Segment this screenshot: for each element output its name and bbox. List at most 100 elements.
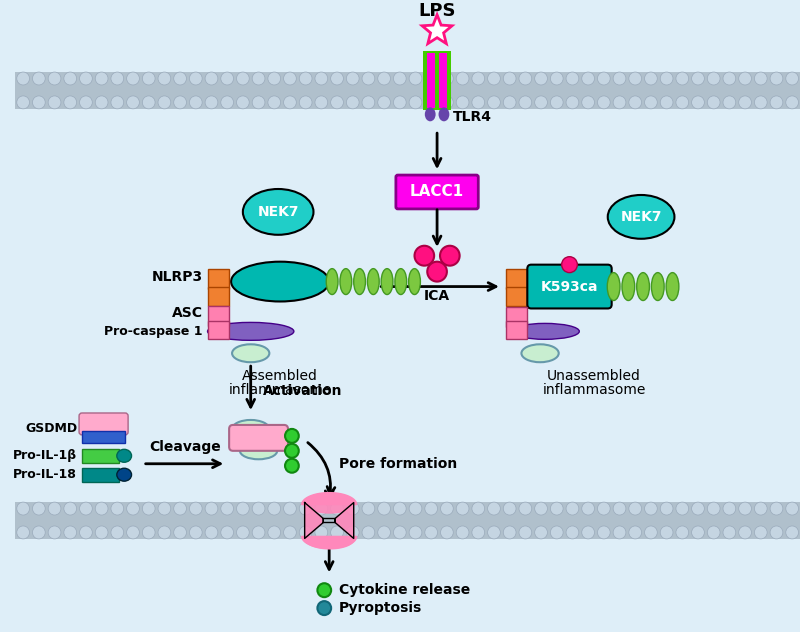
Circle shape [33, 502, 46, 515]
Circle shape [519, 526, 532, 539]
Circle shape [566, 96, 579, 109]
Circle shape [550, 96, 563, 109]
FancyBboxPatch shape [527, 265, 612, 308]
Ellipse shape [367, 269, 379, 295]
Circle shape [487, 72, 500, 85]
Circle shape [378, 526, 390, 539]
Circle shape [613, 72, 626, 85]
Circle shape [613, 502, 626, 515]
Circle shape [598, 96, 610, 109]
Circle shape [190, 526, 202, 539]
Text: Cytokine release: Cytokine release [339, 583, 470, 597]
Circle shape [299, 526, 312, 539]
Circle shape [645, 526, 658, 539]
Circle shape [441, 502, 454, 515]
Circle shape [283, 72, 296, 85]
Circle shape [738, 526, 751, 539]
Bar [439, 52, 447, 108]
Ellipse shape [117, 449, 131, 462]
Text: ASC: ASC [172, 307, 202, 320]
Circle shape [754, 96, 767, 109]
Circle shape [676, 502, 689, 515]
Circle shape [252, 502, 265, 515]
Circle shape [472, 526, 485, 539]
Polygon shape [335, 502, 354, 538]
Ellipse shape [232, 344, 270, 362]
Circle shape [409, 72, 422, 85]
Circle shape [142, 72, 155, 85]
Circle shape [692, 96, 704, 109]
FancyBboxPatch shape [506, 286, 527, 307]
Circle shape [707, 526, 720, 539]
Circle shape [237, 96, 250, 109]
Circle shape [33, 526, 46, 539]
Ellipse shape [231, 262, 329, 301]
Circle shape [221, 526, 234, 539]
Ellipse shape [510, 324, 579, 339]
Circle shape [660, 526, 673, 539]
Circle shape [707, 72, 720, 85]
Circle shape [707, 502, 720, 515]
Text: TLR4: TLR4 [453, 111, 492, 125]
Circle shape [562, 257, 578, 272]
Text: Unassembled: Unassembled [547, 369, 641, 383]
Circle shape [362, 502, 374, 515]
Polygon shape [302, 492, 357, 504]
Circle shape [598, 502, 610, 515]
FancyBboxPatch shape [506, 269, 527, 289]
Circle shape [318, 601, 331, 615]
Circle shape [472, 96, 485, 109]
Ellipse shape [243, 189, 314, 235]
Text: Activation: Activation [262, 384, 342, 398]
Circle shape [441, 96, 454, 109]
Circle shape [48, 526, 61, 539]
Ellipse shape [637, 272, 650, 300]
Bar [82, 431, 125, 443]
Circle shape [362, 526, 374, 539]
Circle shape [126, 96, 139, 109]
Text: K593ca: K593ca [541, 279, 598, 293]
Circle shape [299, 96, 312, 109]
Circle shape [754, 502, 767, 515]
Circle shape [237, 72, 250, 85]
Circle shape [409, 526, 422, 539]
Circle shape [330, 502, 343, 515]
Circle shape [285, 429, 298, 443]
Circle shape [487, 502, 500, 515]
Circle shape [126, 502, 139, 515]
Circle shape [645, 502, 658, 515]
Circle shape [660, 72, 673, 85]
Ellipse shape [622, 272, 634, 300]
Text: ICA: ICA [424, 289, 450, 303]
Text: inflammasome: inflammasome [229, 383, 332, 397]
Circle shape [158, 96, 170, 109]
Circle shape [174, 96, 186, 109]
Circle shape [414, 246, 434, 265]
Circle shape [205, 502, 218, 515]
Circle shape [346, 526, 359, 539]
Circle shape [174, 72, 186, 85]
Circle shape [676, 526, 689, 539]
Circle shape [503, 526, 516, 539]
Circle shape [111, 96, 124, 109]
Circle shape [550, 526, 563, 539]
Circle shape [318, 583, 331, 597]
Circle shape [268, 526, 281, 539]
Circle shape [629, 502, 642, 515]
Circle shape [33, 72, 46, 85]
Circle shape [268, 72, 281, 85]
Circle shape [205, 96, 218, 109]
Circle shape [660, 96, 673, 109]
Circle shape [205, 72, 218, 85]
FancyBboxPatch shape [506, 307, 527, 327]
Circle shape [534, 96, 547, 109]
FancyBboxPatch shape [207, 322, 229, 339]
FancyBboxPatch shape [207, 269, 229, 289]
Circle shape [64, 96, 77, 109]
Circle shape [158, 72, 170, 85]
Text: NEK7: NEK7 [258, 205, 299, 219]
Circle shape [503, 502, 516, 515]
Circle shape [723, 96, 736, 109]
Circle shape [566, 526, 579, 539]
Circle shape [283, 502, 296, 515]
